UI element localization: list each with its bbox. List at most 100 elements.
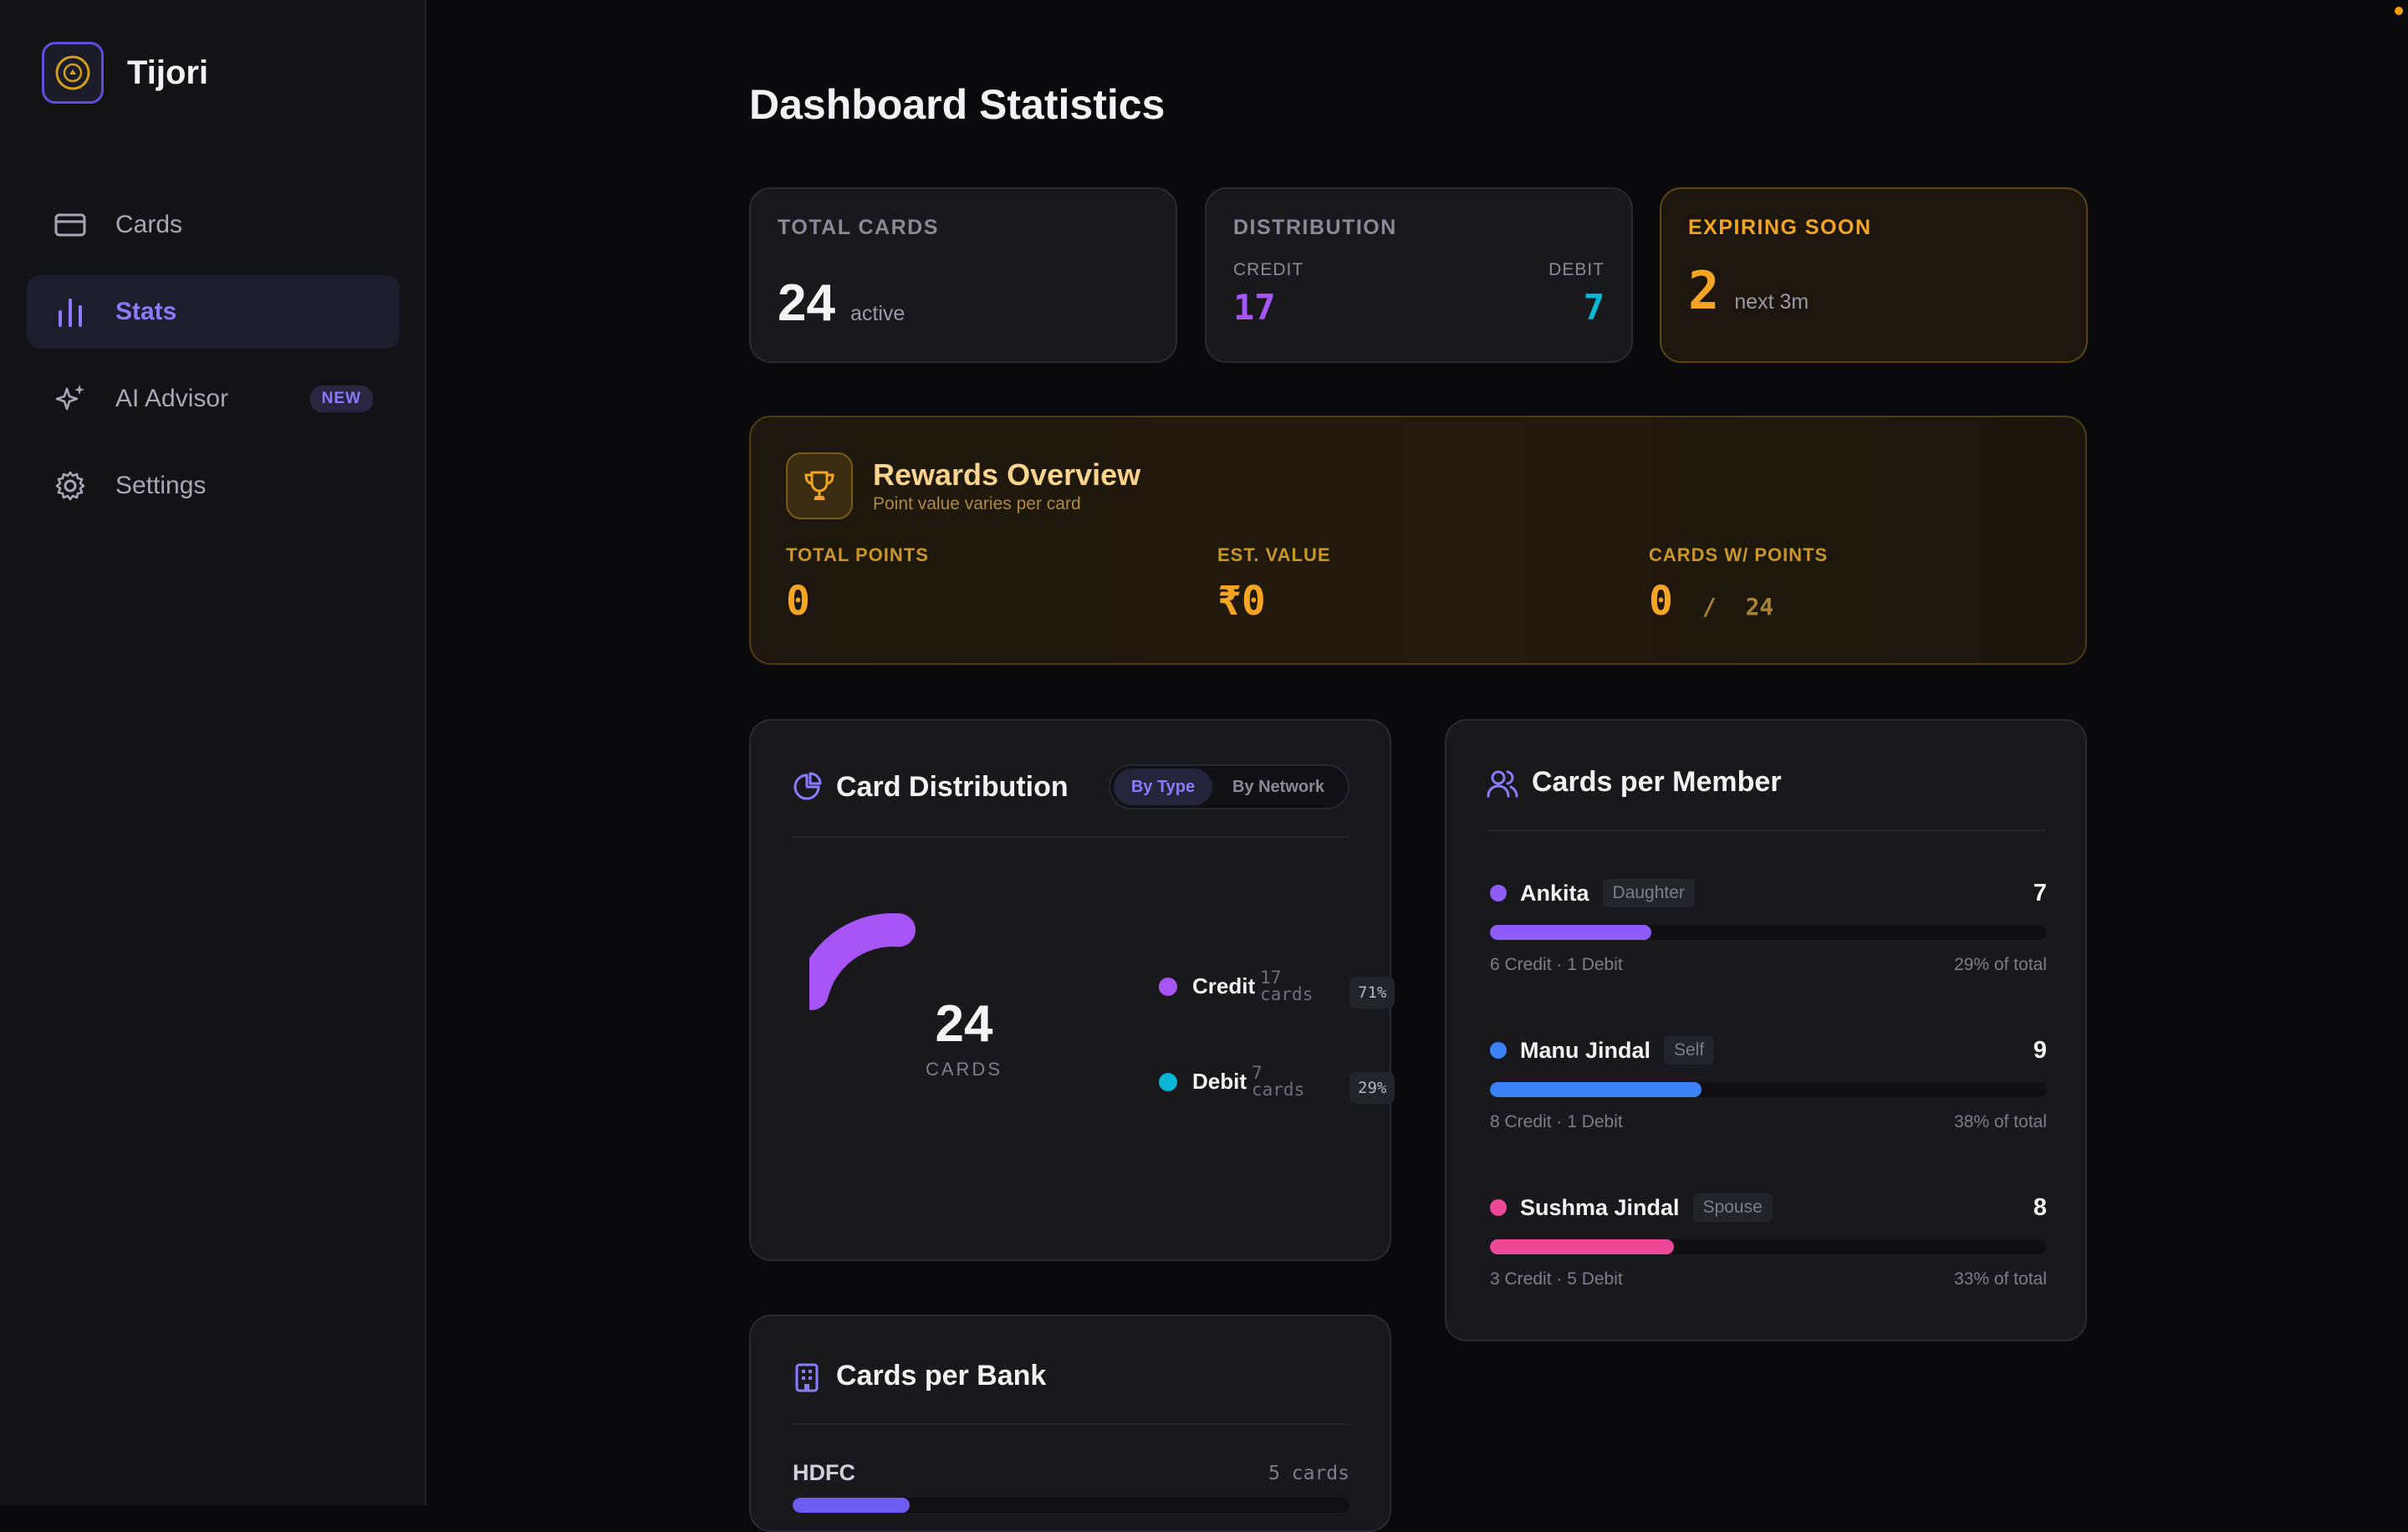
credit-value: 17: [1233, 287, 1276, 328]
debit-value: 7: [1583, 287, 1604, 328]
member-count: 9: [2033, 1036, 2047, 1064]
pie-chart-icon: [791, 771, 823, 803]
credit-card-icon: [54, 208, 87, 242]
member-share: 38% of total: [1954, 1112, 2047, 1131]
total-points-stat: TOTAL POINTS 0: [786, 544, 929, 625]
points-cards-total: 24: [1745, 593, 1774, 620]
app-name: Tijori: [127, 54, 209, 91]
bank-name: HDFC: [793, 1460, 855, 1485]
legend-item-credit[interactable]: Credit 17 cards: [1159, 968, 1410, 1004]
rewards-overview-panel: Rewards Overview Point value varies per …: [749, 416, 2087, 665]
stat-label: DISTRIBUTION: [1233, 216, 1397, 239]
member-name: Manu Jindal: [1520, 1037, 1651, 1063]
sidebar-nav: Cards Stats AI Advisor NEW Settings: [27, 188, 400, 536]
donut-credit-arc[interactable]: [809, 913, 916, 1010]
gear-icon: [54, 469, 87, 503]
bank-bar-track: [793, 1498, 1349, 1513]
sparkles-icon: [54, 382, 87, 416]
bank-count: 5 cards: [1268, 1462, 1349, 1484]
legend-percent: 71%: [1349, 977, 1395, 1009]
stat-label: EXPIRING SOON: [1688, 216, 1872, 239]
brand[interactable]: Tijori: [42, 42, 208, 104]
divider: [1488, 830, 2045, 831]
distribution-donut-chart: [809, 913, 916, 1010]
stat-label: TOTAL CARDS: [778, 216, 939, 239]
rewards-subtitle: Point value varies per card: [873, 494, 1081, 513]
member-detail: 3 Credit · 5 Debit: [1490, 1269, 1623, 1289]
legend-count: 17 cards: [1260, 968, 1314, 1004]
member-name: Sushma Jindal: [1520, 1194, 1680, 1220]
member-relation-badge: Daughter: [1602, 879, 1695, 907]
donut-center: 24 CARDS: [868, 998, 1060, 1080]
donut-label: CARDS: [925, 1059, 1002, 1080]
member-share: 29% of total: [1954, 955, 2047, 974]
panel-title: Cards per Bank: [836, 1360, 1047, 1392]
stat-label: TOTAL POINTS: [786, 544, 929, 565]
member-row-manu-jindal[interactable]: Manu Jindal Self 9 8 Credit · 1 Debit 38…: [1490, 1034, 2047, 1132]
expiring-soon-card[interactable]: EXPIRING SOON 2 next 3m: [1660, 187, 2088, 363]
est-value-value: ₹0: [1217, 578, 1266, 625]
cards-with-points-value: 0 / 24: [1649, 578, 1828, 625]
est-value-stat: EST. VALUE ₹0: [1217, 544, 1331, 625]
distribution-view-toggle: By Type By Network: [1109, 764, 1349, 809]
member-color-dot: [1490, 885, 1507, 901]
member-bar-fill: [1490, 1239, 1674, 1254]
member-bar-fill: [1490, 1082, 1702, 1097]
total-points-value: 0: [786, 578, 810, 625]
expiring-sub: next 3m: [1734, 290, 1809, 314]
legend-name: Credit: [1192, 973, 1256, 999]
trophy-icon: [786, 452, 853, 519]
member-relation-badge: Spouse: [1692, 1193, 1773, 1222]
rewards-title: Rewards Overview: [873, 457, 1141, 492]
total-cards-sub: active: [849, 302, 906, 325]
member-bar-track: [1490, 1082, 2047, 1097]
sidebar-item-label: Cards: [115, 211, 183, 238]
legend-name: Debit: [1192, 1069, 1247, 1095]
sidebar-item-label: AI Advisor: [115, 385, 229, 412]
total-cards-value: 24: [778, 274, 835, 332]
member-bar-fill: [1490, 925, 1652, 940]
member-color-dot: [1490, 1042, 1507, 1059]
member-color-dot: [1490, 1199, 1507, 1216]
card-distribution-panel: Card Distribution By Type By Network 24 …: [749, 719, 1395, 1261]
legend-percent: 29%: [1349, 1072, 1395, 1104]
member-detail: 6 Credit · 1 Debit: [1490, 955, 1623, 974]
cards-with-points-stat: CARDS W/ POINTS 0 / 24: [1649, 544, 1828, 625]
member-name: Ankita: [1520, 880, 1589, 906]
sidebar-item-label: Stats: [115, 298, 177, 325]
donut-total: 24: [935, 995, 993, 1053]
member-detail: 8 Credit · 1 Debit: [1490, 1112, 1623, 1131]
member-count: 7: [2033, 879, 2047, 906]
tab-by-type[interactable]: By Type: [1114, 769, 1212, 805]
expiring-value: 2: [1688, 260, 1720, 321]
legend-dot: [1159, 1072, 1177, 1091]
stat-label: EST. VALUE: [1217, 544, 1331, 565]
panel-title: Card Distribution: [836, 771, 1069, 803]
points-cards-count: 0: [1649, 578, 1673, 625]
divider: [793, 1423, 1349, 1425]
notification-dot: [2395, 7, 2403, 15]
bar-chart-icon: [54, 295, 87, 329]
page-title: Dashboard Statistics: [749, 81, 1166, 128]
sidebar-item-stats[interactable]: Stats: [27, 275, 400, 349]
member-bar-track: [1490, 925, 2047, 940]
member-row-ankita[interactable]: Ankita Daughter 7 6 Credit · 1 Debit 29%…: [1490, 876, 2047, 975]
tab-by-network[interactable]: By Network: [1232, 777, 1325, 796]
member-relation-badge: Self: [1664, 1036, 1715, 1065]
sidebar-item-ai-advisor[interactable]: AI Advisor NEW: [27, 362, 400, 436]
vault-logo-icon: [42, 42, 104, 104]
member-row-sushma-jindal[interactable]: Sushma Jindal Spouse 8 3 Credit · 5 Debi…: [1490, 1191, 2047, 1289]
separator: /: [1701, 593, 1717, 620]
distribution-card: DISTRIBUTION CREDIT 17 DEBIT 7: [1205, 187, 1633, 363]
member-bar-track: [1490, 1239, 2047, 1254]
legend-item-debit[interactable]: Debit 7 cards: [1159, 1065, 1410, 1099]
bank-bar-fill: [793, 1498, 910, 1513]
member-share: 33% of total: [1954, 1269, 2047, 1289]
debit-label: DEBIT: [1548, 260, 1604, 279]
stat-label: CARDS W/ POINTS: [1649, 544, 1829, 565]
sidebar: Tijori Cards Stats AI Advisor NEW Se: [0, 0, 426, 1505]
sidebar-item-cards[interactable]: Cards: [27, 188, 400, 262]
legend-count: 7 cards: [1252, 1063, 1305, 1100]
credit-label: CREDIT: [1233, 260, 1304, 279]
sidebar-item-settings[interactable]: Settings: [27, 449, 400, 523]
